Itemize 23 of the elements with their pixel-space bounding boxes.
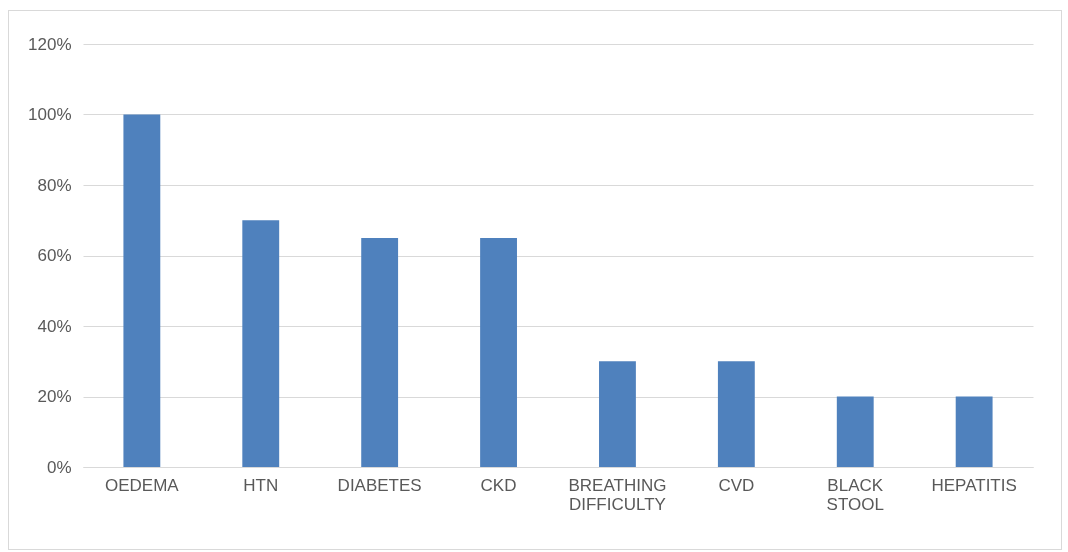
bar [599,361,636,467]
y-tick-label: 120% [28,34,72,54]
bar [480,237,517,467]
y-tick-label: 60% [37,246,72,265]
x-tick-label: BLACK STOOL [826,475,884,514]
x-tick-label: HTN [243,475,279,495]
x-tick-label: CKD [480,475,517,495]
y-tick-label: 100% [28,105,72,124]
y-tick-label: 40% [37,316,72,336]
bar [836,396,874,467]
x-tick-label: HEPATITIS [931,475,1017,495]
bar [717,361,755,467]
bar [361,237,399,467]
bar [242,220,280,467]
x-tick-label: DIABETES [337,475,422,495]
x-tick-label: CVD [718,475,755,495]
x-tick-label: BREATHING DIFFICULTY [568,475,667,514]
bar [123,114,161,467]
bar [955,396,993,467]
x-tick-label: OEDEMA [105,475,180,495]
y-tick-label: 80% [37,175,72,195]
y-tick-label: 20% [37,387,72,406]
y-tick-label: 0% [46,457,72,477]
